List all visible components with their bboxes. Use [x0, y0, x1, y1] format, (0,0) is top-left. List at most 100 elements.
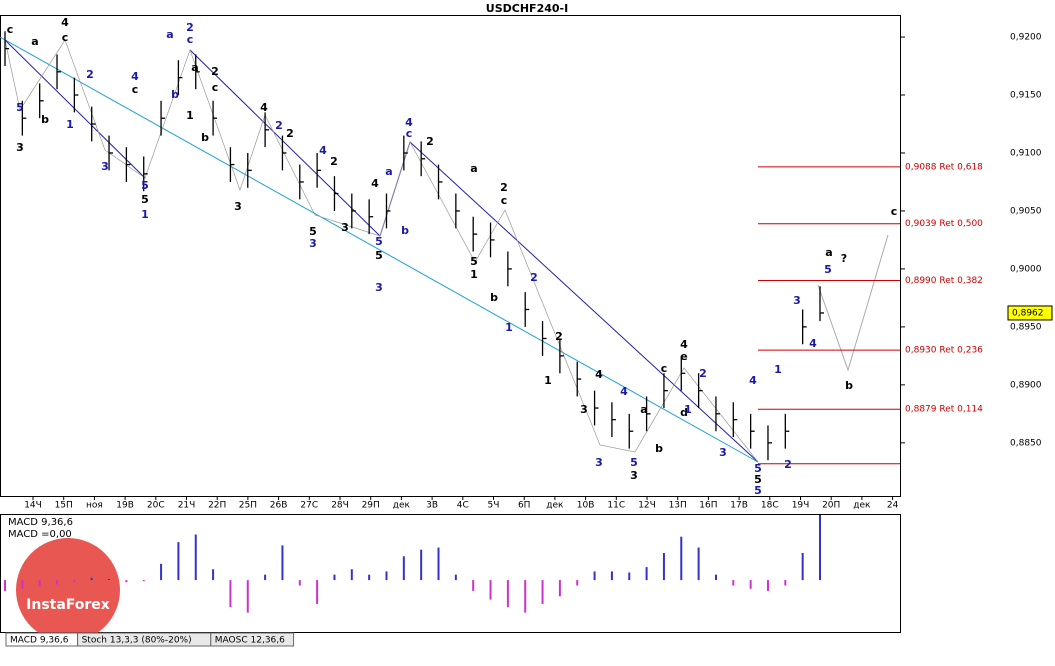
- wave-label: a: [31, 35, 38, 48]
- indicator-tab-label: MACD 9,36,6: [10, 636, 69, 646]
- wave-label: a: [166, 28, 173, 41]
- wave-label: 3: [630, 469, 638, 482]
- macd-bar: [281, 545, 284, 581]
- wave-label: 2: [530, 271, 538, 284]
- macd-bar: [662, 552, 665, 581]
- wave-label: ?: [841, 252, 847, 265]
- wave-label: 4: [61, 16, 69, 29]
- wave-label: c: [212, 81, 219, 94]
- y-tick-label: 0,9100: [1010, 148, 1042, 158]
- wave-label: c: [7, 23, 14, 36]
- wave-label: 1: [774, 363, 782, 376]
- x-tick-label: 17В: [730, 501, 748, 511]
- fib-label: 0,8990 Ret 0,382: [905, 276, 983, 286]
- fib-label: 0,8930 Ret 0,236: [905, 346, 983, 356]
- y-tick-label: 0,8900: [1010, 380, 1042, 390]
- x-tick-label: 15П: [55, 501, 73, 511]
- last-price-box: [1007, 305, 1053, 321]
- wave-label: c: [406, 127, 413, 140]
- x-tick-label: 20С: [147, 501, 165, 511]
- y-tick-label: 0,9200: [1010, 33, 1042, 43]
- channel-line: [0, 36, 759, 463]
- x-tick-label: 20П: [822, 501, 840, 511]
- wave-label: c: [501, 194, 508, 207]
- wave-label: d: [680, 406, 688, 419]
- wave-label: 5: [141, 179, 149, 192]
- wave-label: 3: [16, 141, 24, 154]
- macd-bar: [680, 536, 683, 581]
- wave-label: b: [401, 224, 409, 237]
- wave-label: 2: [699, 367, 707, 380]
- x-tick-label: 5Ч: [488, 501, 500, 511]
- wave-label: b: [201, 131, 209, 144]
- wave-label: a: [385, 165, 392, 178]
- macd-bar: [90, 577, 93, 581]
- x-tick-label: 29П: [362, 501, 380, 511]
- wave-label: 2: [555, 330, 563, 343]
- y-tick-label: 0,9150: [1010, 91, 1042, 101]
- wave-label: b: [41, 113, 49, 126]
- macd-bar: [541, 580, 544, 604]
- wave-label: 5: [754, 473, 762, 486]
- wave-label: 4: [620, 385, 628, 398]
- wave-label: a: [825, 246, 832, 259]
- macd-bar: [368, 574, 371, 581]
- y-tick-label: 0,9000: [1010, 264, 1042, 274]
- x-tick-label: 21Ч: [178, 501, 196, 511]
- wave-label: b: [490, 291, 498, 304]
- x-tick-label: 18С: [761, 501, 779, 511]
- macd-value: MACD =0,00: [8, 529, 72, 540]
- macd-bar: [194, 534, 197, 581]
- macd-bar: [766, 580, 769, 591]
- wave-label: a: [640, 403, 647, 416]
- wave-label: c: [891, 205, 898, 218]
- wave-label: 5: [470, 255, 478, 268]
- wave-label: 1: [505, 321, 513, 334]
- macd-bar: [524, 580, 527, 613]
- macd-bar: [506, 580, 509, 608]
- x-tick-label: 4С: [457, 501, 469, 511]
- wave-label: 1: [684, 403, 692, 416]
- wave-label: 2: [86, 68, 94, 81]
- y-tick-label: 0,8950: [1010, 322, 1042, 332]
- macd-bar: [333, 574, 336, 581]
- wave-label: 3: [309, 237, 317, 250]
- fib-label: 0,8879 Ret 0,114: [905, 405, 983, 415]
- macd-bar: [298, 580, 301, 586]
- indicator-tab[interactable]: [210, 632, 295, 647]
- macd-bar: [576, 580, 579, 586]
- macd-bar: [4, 580, 6, 591]
- logo-text: InstaForex: [26, 597, 110, 613]
- x-tick-label: ноя: [86, 501, 103, 511]
- macd-bar: [454, 574, 457, 581]
- macd-bar: [628, 572, 631, 581]
- wave-label: b: [655, 442, 663, 455]
- wave-label: 4: [749, 374, 757, 387]
- wave-label: 3: [793, 294, 801, 307]
- wave-label: 4: [371, 177, 379, 190]
- x-tick-label: 10В: [577, 501, 595, 511]
- macd-bar: [264, 574, 267, 581]
- x-tick-label: 19В: [116, 501, 134, 511]
- wave-label: 5: [141, 193, 149, 206]
- macd-bar: [402, 556, 405, 581]
- macd-bar: [108, 579, 111, 581]
- channel-line: [189, 49, 381, 237]
- x-tick-label: 6П: [518, 501, 531, 511]
- chart-title: USDCHF240-I: [486, 2, 568, 15]
- wave-label: 4: [680, 338, 688, 351]
- macd-bar: [437, 547, 440, 581]
- macd-label: MACD 9,36,6: [8, 517, 73, 528]
- macd-bar: [212, 569, 215, 581]
- macd-bar: [472, 580, 475, 591]
- wave-label: 5: [16, 101, 24, 114]
- macd-bar: [160, 563, 163, 581]
- x-tick-label: дек: [546, 501, 564, 511]
- macd-bar: [784, 580, 787, 586]
- wave-label: c: [661, 362, 668, 375]
- x-tick-label: дек: [393, 501, 411, 511]
- x-tick-label: 13П: [669, 501, 687, 511]
- x-tick-label: дек: [853, 501, 871, 511]
- wave-label: c: [187, 33, 194, 46]
